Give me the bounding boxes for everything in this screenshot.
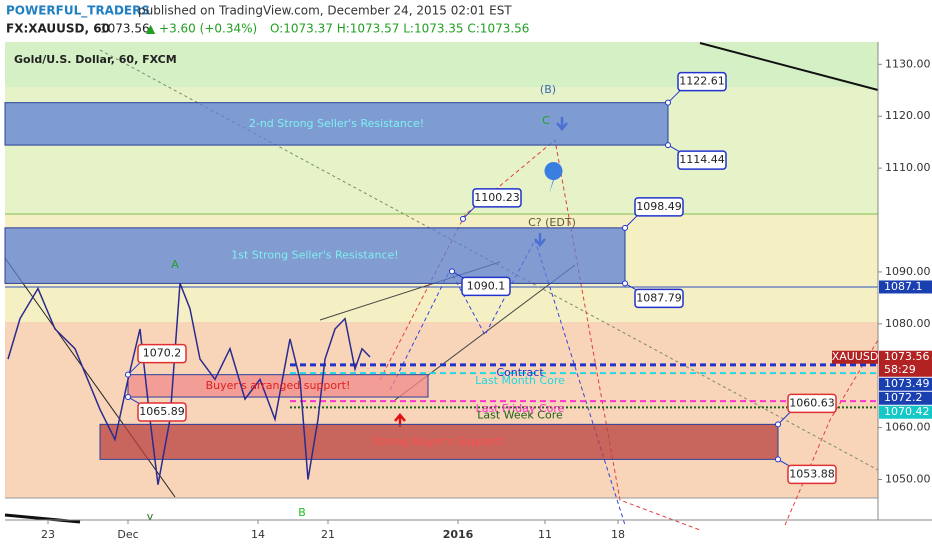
zone xyxy=(4,227,626,284)
published: published on TradingView.com, December 2… xyxy=(138,4,512,18)
callout-box xyxy=(137,343,187,364)
callout-label: 1122.61 xyxy=(679,75,725,88)
projection xyxy=(389,238,626,526)
x-tick-label: 14 xyxy=(251,528,265,541)
x-tick-label: Dec xyxy=(117,528,138,541)
price-line xyxy=(7,283,371,485)
symbol-badge xyxy=(832,350,878,364)
author[interactable]: POWERFUL_TRADERS xyxy=(6,4,150,19)
zone xyxy=(4,102,669,146)
zone xyxy=(127,374,429,398)
projection xyxy=(784,339,879,526)
callout-point xyxy=(665,99,671,106)
callout-label: 1090.1 xyxy=(467,279,506,292)
callout-box xyxy=(677,150,727,170)
callout-label: 1114.44 xyxy=(679,153,725,166)
price-badge-label: 1073.56 xyxy=(884,350,930,363)
wave-label: v xyxy=(147,510,154,523)
symbol-badge-label: XAUUSD xyxy=(832,350,879,363)
callout-point xyxy=(622,280,628,287)
trend-line xyxy=(4,513,81,524)
callout-box xyxy=(472,188,522,208)
callout-point xyxy=(775,421,781,428)
callout-box xyxy=(787,464,837,485)
x-tick-label: 23 xyxy=(41,528,55,541)
callout-point xyxy=(622,224,628,231)
x-tick-label: 2016 xyxy=(443,528,474,541)
callout-box xyxy=(461,276,511,297)
callout-label: 1065.89 xyxy=(139,405,185,418)
price-badge xyxy=(879,391,932,405)
price-badge xyxy=(879,405,932,419)
price-badge-label: 1073.49 xyxy=(884,377,930,390)
price-badge-label: 1070.42 xyxy=(884,405,930,418)
y-tick-label: 1060.00 xyxy=(885,421,931,434)
x-tick-label: 21 xyxy=(321,528,335,541)
y-tick-label: 1130.00 xyxy=(885,57,931,70)
price-badge-label: 1072.2 xyxy=(884,391,923,404)
callout-label: 1053.88 xyxy=(789,467,835,480)
plot-area xyxy=(4,42,879,531)
wave-label: B xyxy=(298,506,306,519)
level-label: Last Friday Core xyxy=(476,402,565,415)
callout-label: 1100.23 xyxy=(474,191,520,204)
callout-box xyxy=(787,393,837,414)
y-tick-label: 1080.00 xyxy=(885,317,931,330)
callout-label: 1070.2 xyxy=(143,347,182,360)
y-tick-label: 1090.00 xyxy=(885,265,931,278)
price-badge xyxy=(879,377,932,391)
y-tick-label: 1050.00 xyxy=(885,473,931,486)
band xyxy=(5,42,878,87)
callout-point xyxy=(125,394,131,401)
callout-label: 1060.63 xyxy=(789,396,835,409)
last-price: 1073.56 xyxy=(100,22,150,36)
y-tick-label: 1120.00 xyxy=(885,109,931,122)
callout-point xyxy=(125,371,131,378)
zone xyxy=(99,423,779,460)
callout-box xyxy=(634,288,684,309)
zone-label: 1st Strong Seller's Resistance! xyxy=(231,249,398,262)
callout-label: 1098.49 xyxy=(636,200,682,213)
level-label: Last Week Core xyxy=(477,408,563,421)
callout-box xyxy=(634,197,684,217)
callout-point xyxy=(449,268,455,275)
symbol: FX:XAUUSD, 60 xyxy=(6,22,110,36)
callout-point xyxy=(665,142,671,149)
wave-label: C xyxy=(542,114,550,127)
countdown: 58:29 xyxy=(884,363,916,376)
x-tick-label: 18 xyxy=(611,528,625,541)
price-badge xyxy=(879,280,932,294)
level-label: Last Month Core xyxy=(475,374,565,387)
zone-label: Strong Buyer's Support! xyxy=(373,435,505,448)
marker-icon xyxy=(544,162,563,194)
price-badge xyxy=(879,350,932,377)
callout-label: 1087.79 xyxy=(636,291,682,304)
callout-point xyxy=(460,215,466,222)
ohlc: O:1073.37 H:1073.57 L:1073.35 C:1073.56 xyxy=(270,22,529,36)
callout-box xyxy=(137,402,187,422)
x-tick-label: 11 xyxy=(538,528,552,541)
callout-box xyxy=(677,71,727,92)
zone-label: Buyer's arranged support! xyxy=(206,379,351,392)
band xyxy=(5,498,878,520)
chart-title: Gold/U.S. Dollar, 60, FXCM xyxy=(14,53,177,66)
wave-label: (B) xyxy=(540,83,556,96)
callout-point xyxy=(775,456,781,463)
level-label: Contract xyxy=(496,366,544,379)
wave-label: A xyxy=(171,258,179,271)
wave-label: C? (EDT) xyxy=(528,216,576,229)
change: ▲ +3.60 (+0.34%) xyxy=(146,22,257,36)
trend-line xyxy=(699,42,879,91)
price-badge-label: 1087.1 xyxy=(884,280,923,293)
zone-label: 2-nd Strong Seller's Resistance! xyxy=(249,117,424,130)
y-tick-label: 1110.00 xyxy=(885,161,931,174)
